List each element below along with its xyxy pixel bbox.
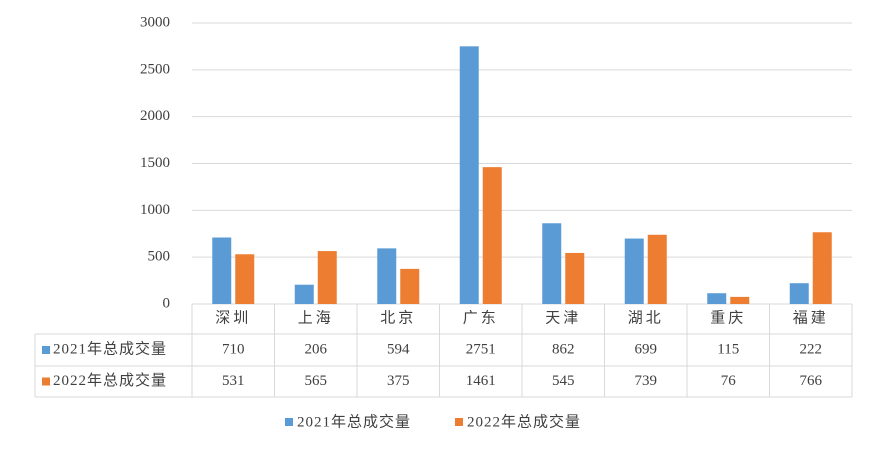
table-value: 115 — [717, 341, 739, 357]
x-tick-label: 福建 — [793, 309, 829, 326]
y-tick-label: 2000 — [140, 108, 170, 124]
bar — [294, 284, 314, 304]
bar — [812, 232, 832, 304]
bar — [707, 293, 727, 304]
table-value: 375 — [387, 373, 410, 389]
table-value: 699 — [635, 341, 658, 357]
bar — [482, 167, 502, 304]
table-value: 531 — [222, 373, 245, 389]
table-series-name: 2021年总成交量 — [53, 339, 167, 357]
bar — [789, 283, 809, 304]
y-tick-label: 500 — [148, 249, 171, 265]
table-series-name: 2022年总成交量 — [53, 371, 167, 389]
bar — [212, 237, 232, 304]
table-value: 710 — [222, 341, 245, 357]
table-value: 1461 — [466, 373, 496, 389]
bar — [542, 223, 562, 304]
x-tick-label: 湖北 — [628, 309, 664, 326]
x-tick-label: 重庆 — [710, 309, 746, 326]
x-tick-label: 上海 — [298, 309, 334, 326]
x-tick-label: 广东 — [463, 309, 499, 326]
bar — [400, 268, 420, 304]
table-legend-key — [42, 346, 50, 354]
y-tick-label: 0 — [163, 295, 171, 311]
bar — [235, 254, 255, 304]
table-value: 222 — [800, 341, 823, 357]
y-tick-label: 1500 — [140, 155, 170, 171]
table-value: 76 — [721, 373, 737, 389]
bar — [624, 238, 644, 304]
y-tick-label: 2500 — [140, 61, 170, 77]
x-tick-label: 天津 — [545, 309, 581, 326]
x-tick-label: 深圳 — [215, 309, 251, 326]
legend-key — [455, 418, 463, 426]
table-value: 766 — [800, 373, 823, 389]
x-tick-label: 北京 — [380, 309, 416, 326]
bar — [317, 251, 337, 304]
y-tick-label: 1000 — [140, 202, 170, 218]
table-legend-key — [42, 377, 50, 386]
bar — [565, 252, 585, 304]
table-value: 565 — [305, 373, 328, 389]
table-value: 2751 — [466, 341, 496, 357]
table-value: 545 — [552, 373, 575, 389]
table-value: 739 — [635, 373, 658, 389]
legend-key — [285, 418, 293, 426]
bar — [459, 46, 479, 304]
y-tick-label: 3000 — [140, 14, 170, 30]
table-value: 862 — [552, 341, 575, 357]
legend-label: 2021年总成交量 — [297, 412, 411, 430]
bar — [730, 296, 750, 304]
bar — [377, 248, 397, 304]
table-value: 594 — [387, 341, 410, 357]
legend-label: 2022年总成交量 — [467, 412, 581, 430]
bar — [647, 234, 667, 304]
table-value: 206 — [305, 341, 328, 357]
